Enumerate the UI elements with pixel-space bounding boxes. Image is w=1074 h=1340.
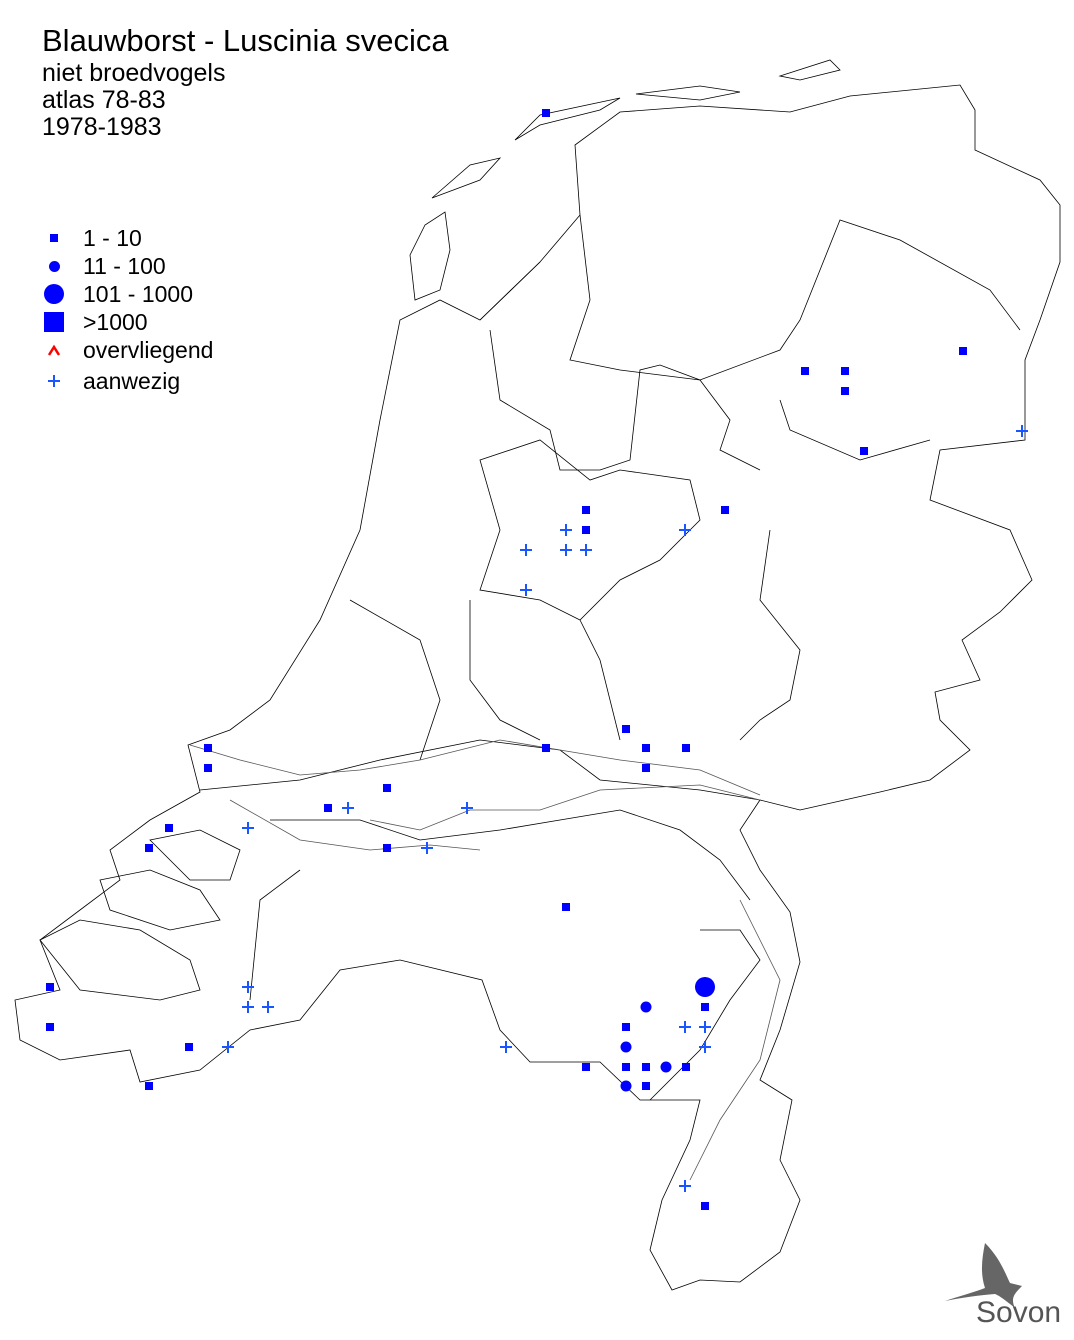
marker-1-10 xyxy=(46,983,54,991)
sovon-logo xyxy=(945,1243,1022,1308)
legend-label: >1000 xyxy=(83,308,148,335)
legend-item-1-10: 1 - 10 xyxy=(40,225,142,251)
marker-aanwezig xyxy=(421,842,433,854)
marker-aanwezig xyxy=(580,544,592,556)
province-borders xyxy=(199,214,1021,1101)
marker-1-10 xyxy=(324,804,332,812)
zeeland-islands xyxy=(39,829,241,1001)
vlieland-island xyxy=(431,157,502,199)
marker-1-10 xyxy=(46,1023,54,1031)
marker-aanwezig xyxy=(679,1180,691,1192)
legend-label: 101 - 1000 xyxy=(83,280,193,307)
marker-1-10 xyxy=(841,387,849,395)
large-circle-icon xyxy=(40,284,68,304)
marker-aanwezig xyxy=(520,544,532,556)
marker-aanwezig xyxy=(242,981,254,993)
marker-1-10 xyxy=(642,764,650,772)
marker-1-10 xyxy=(721,506,729,514)
marker-1-10 xyxy=(701,1202,709,1210)
marker-1-10 xyxy=(642,1063,650,1071)
large-square-icon xyxy=(40,312,68,332)
marker-1-10 xyxy=(622,725,630,733)
marker-aanwezig xyxy=(679,1021,691,1033)
marker-11-100 xyxy=(620,1080,632,1092)
swallow-icon xyxy=(945,1243,1022,1308)
marker-1-10 xyxy=(542,744,550,752)
marker-aanwezig xyxy=(242,1001,254,1013)
observation-markers xyxy=(46,109,1028,1210)
map-title: Blauwborst - Luscinia svecica xyxy=(42,23,449,58)
marker-aanwezig xyxy=(560,544,572,556)
marker-1-10 xyxy=(185,1043,193,1051)
marker-1-10 xyxy=(582,1063,590,1071)
marker-aanwezig xyxy=(242,822,254,834)
marker-1-10 xyxy=(562,903,570,911)
ameland-island xyxy=(635,85,741,101)
legend-item-11-100: 11 - 100 xyxy=(40,253,166,279)
marker-1-10 xyxy=(542,109,550,117)
legend-label: overvliegend xyxy=(83,336,214,363)
marker-1-10 xyxy=(622,1023,630,1031)
legend-label: 11 - 100 xyxy=(83,252,166,279)
marker-11-100 xyxy=(620,1041,632,1053)
marker-101-1000 xyxy=(695,977,715,997)
marker-aanwezig xyxy=(560,524,572,536)
marker-1-10 xyxy=(959,347,967,355)
marker-aanwezig xyxy=(679,524,691,536)
marker-1-10 xyxy=(701,1003,709,1011)
sovon-logo-text: Sovon xyxy=(976,1296,1062,1329)
caret-icon xyxy=(40,344,68,356)
legend-item-over-1000: >1000 xyxy=(40,309,148,335)
marker-1-10 xyxy=(682,1063,690,1071)
marker-1-10 xyxy=(145,1082,153,1090)
marker-11-100 xyxy=(660,1061,672,1073)
marker-1-10 xyxy=(165,824,173,832)
marker-aanwezig xyxy=(520,584,532,596)
marker-aanwezig xyxy=(699,1041,711,1053)
marker-1-10 xyxy=(204,764,212,772)
marker-1-10 xyxy=(860,447,868,455)
flevoland xyxy=(479,439,701,621)
marker-aanwezig xyxy=(1016,425,1028,437)
schiermonnikoog-island xyxy=(778,59,841,81)
marker-aanwezig xyxy=(461,802,473,814)
legend-label: 1 - 10 xyxy=(83,224,142,251)
marker-aanwezig xyxy=(262,1001,274,1013)
plus-icon xyxy=(40,374,68,388)
marker-aanwezig xyxy=(342,802,354,814)
map-outline xyxy=(14,59,1061,1291)
marker-1-10 xyxy=(642,744,650,752)
legend-item-overvliegend: overvliegend xyxy=(40,337,213,363)
legend-label: aanwezig xyxy=(83,367,181,394)
marker-aanwezig xyxy=(699,1021,711,1033)
marker-1-10 xyxy=(622,1063,630,1071)
afsluitdijk xyxy=(479,261,541,321)
small-circle-icon xyxy=(40,260,68,272)
rivers xyxy=(189,739,781,1181)
marker-1-10 xyxy=(642,1082,650,1090)
legend-item-aanwezig: aanwezig xyxy=(40,368,180,394)
ijsselmeer-shore xyxy=(489,329,761,471)
mainland-outline xyxy=(14,84,1061,1291)
marker-1-10 xyxy=(383,844,391,852)
marker-1-10 xyxy=(582,526,590,534)
subtitle-line-2: atlas 78-83 xyxy=(42,86,166,114)
marker-11-100 xyxy=(640,1001,652,1013)
small-square-icon xyxy=(40,234,68,242)
marker-1-10 xyxy=(841,367,849,375)
marker-1-10 xyxy=(801,367,809,375)
subtitle-line-1: niet broedvogels xyxy=(42,59,226,87)
marker-1-10 xyxy=(145,844,153,852)
marker-1-10 xyxy=(582,506,590,514)
texel-island xyxy=(409,211,451,301)
marker-1-10 xyxy=(682,744,690,752)
subtitle-line-3: 1978-1983 xyxy=(42,113,162,141)
marker-aanwezig xyxy=(500,1041,512,1053)
marker-1-10 xyxy=(204,744,212,752)
legend-item-101-1000: 101 - 1000 xyxy=(40,281,193,307)
marker-1-10 xyxy=(383,784,391,792)
marker-aanwezig xyxy=(222,1041,234,1053)
terschelling-island xyxy=(514,97,621,141)
